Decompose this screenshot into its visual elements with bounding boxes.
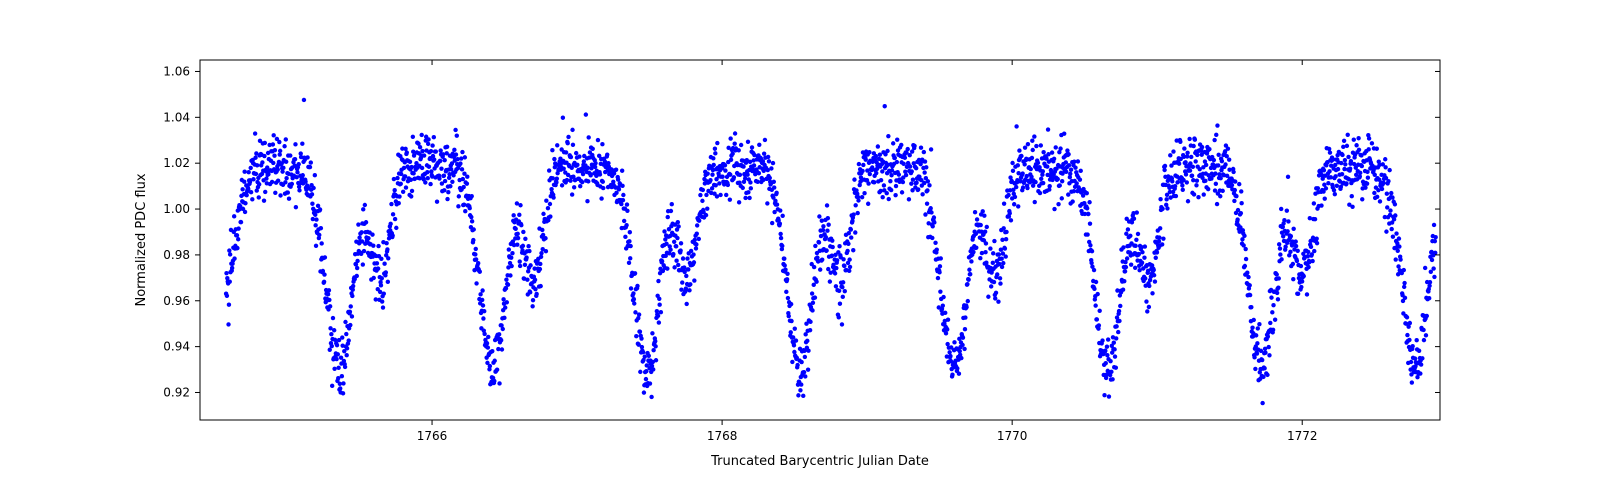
x-tick-label: 1770 (997, 429, 1028, 443)
x-tick-label: 1772 (1287, 429, 1318, 443)
y-tick-label: 1.06 (163, 64, 190, 78)
y-tick-label: 0.96 (163, 294, 190, 308)
x-tick-label: 1766 (417, 429, 448, 443)
y-tick-label: 0.94 (163, 340, 190, 354)
lightcurve-chart: 1766 1768 1770 1772 0.92 0.94 0.96 0.98 1.00 1.02… (0, 0, 1600, 500)
plot-svg: 1766 1768 1770 1772 0.92 0.94 0.96 0.98 1.00 1.02… (0, 0, 1600, 500)
y-tick-label: 0.92 (163, 385, 190, 399)
y-tick-label: 1.00 (163, 202, 190, 216)
x-axis-label: Truncated Barycentric Julian Date (710, 454, 929, 469)
y-tick-label: 0.98 (163, 248, 190, 262)
y-axis-label: Normalized PDC flux (134, 173, 149, 306)
x-tick-label: 1768 (707, 429, 738, 443)
y-tick-label: 1.02 (163, 156, 190, 170)
y-tick-label: 1.04 (163, 110, 190, 124)
